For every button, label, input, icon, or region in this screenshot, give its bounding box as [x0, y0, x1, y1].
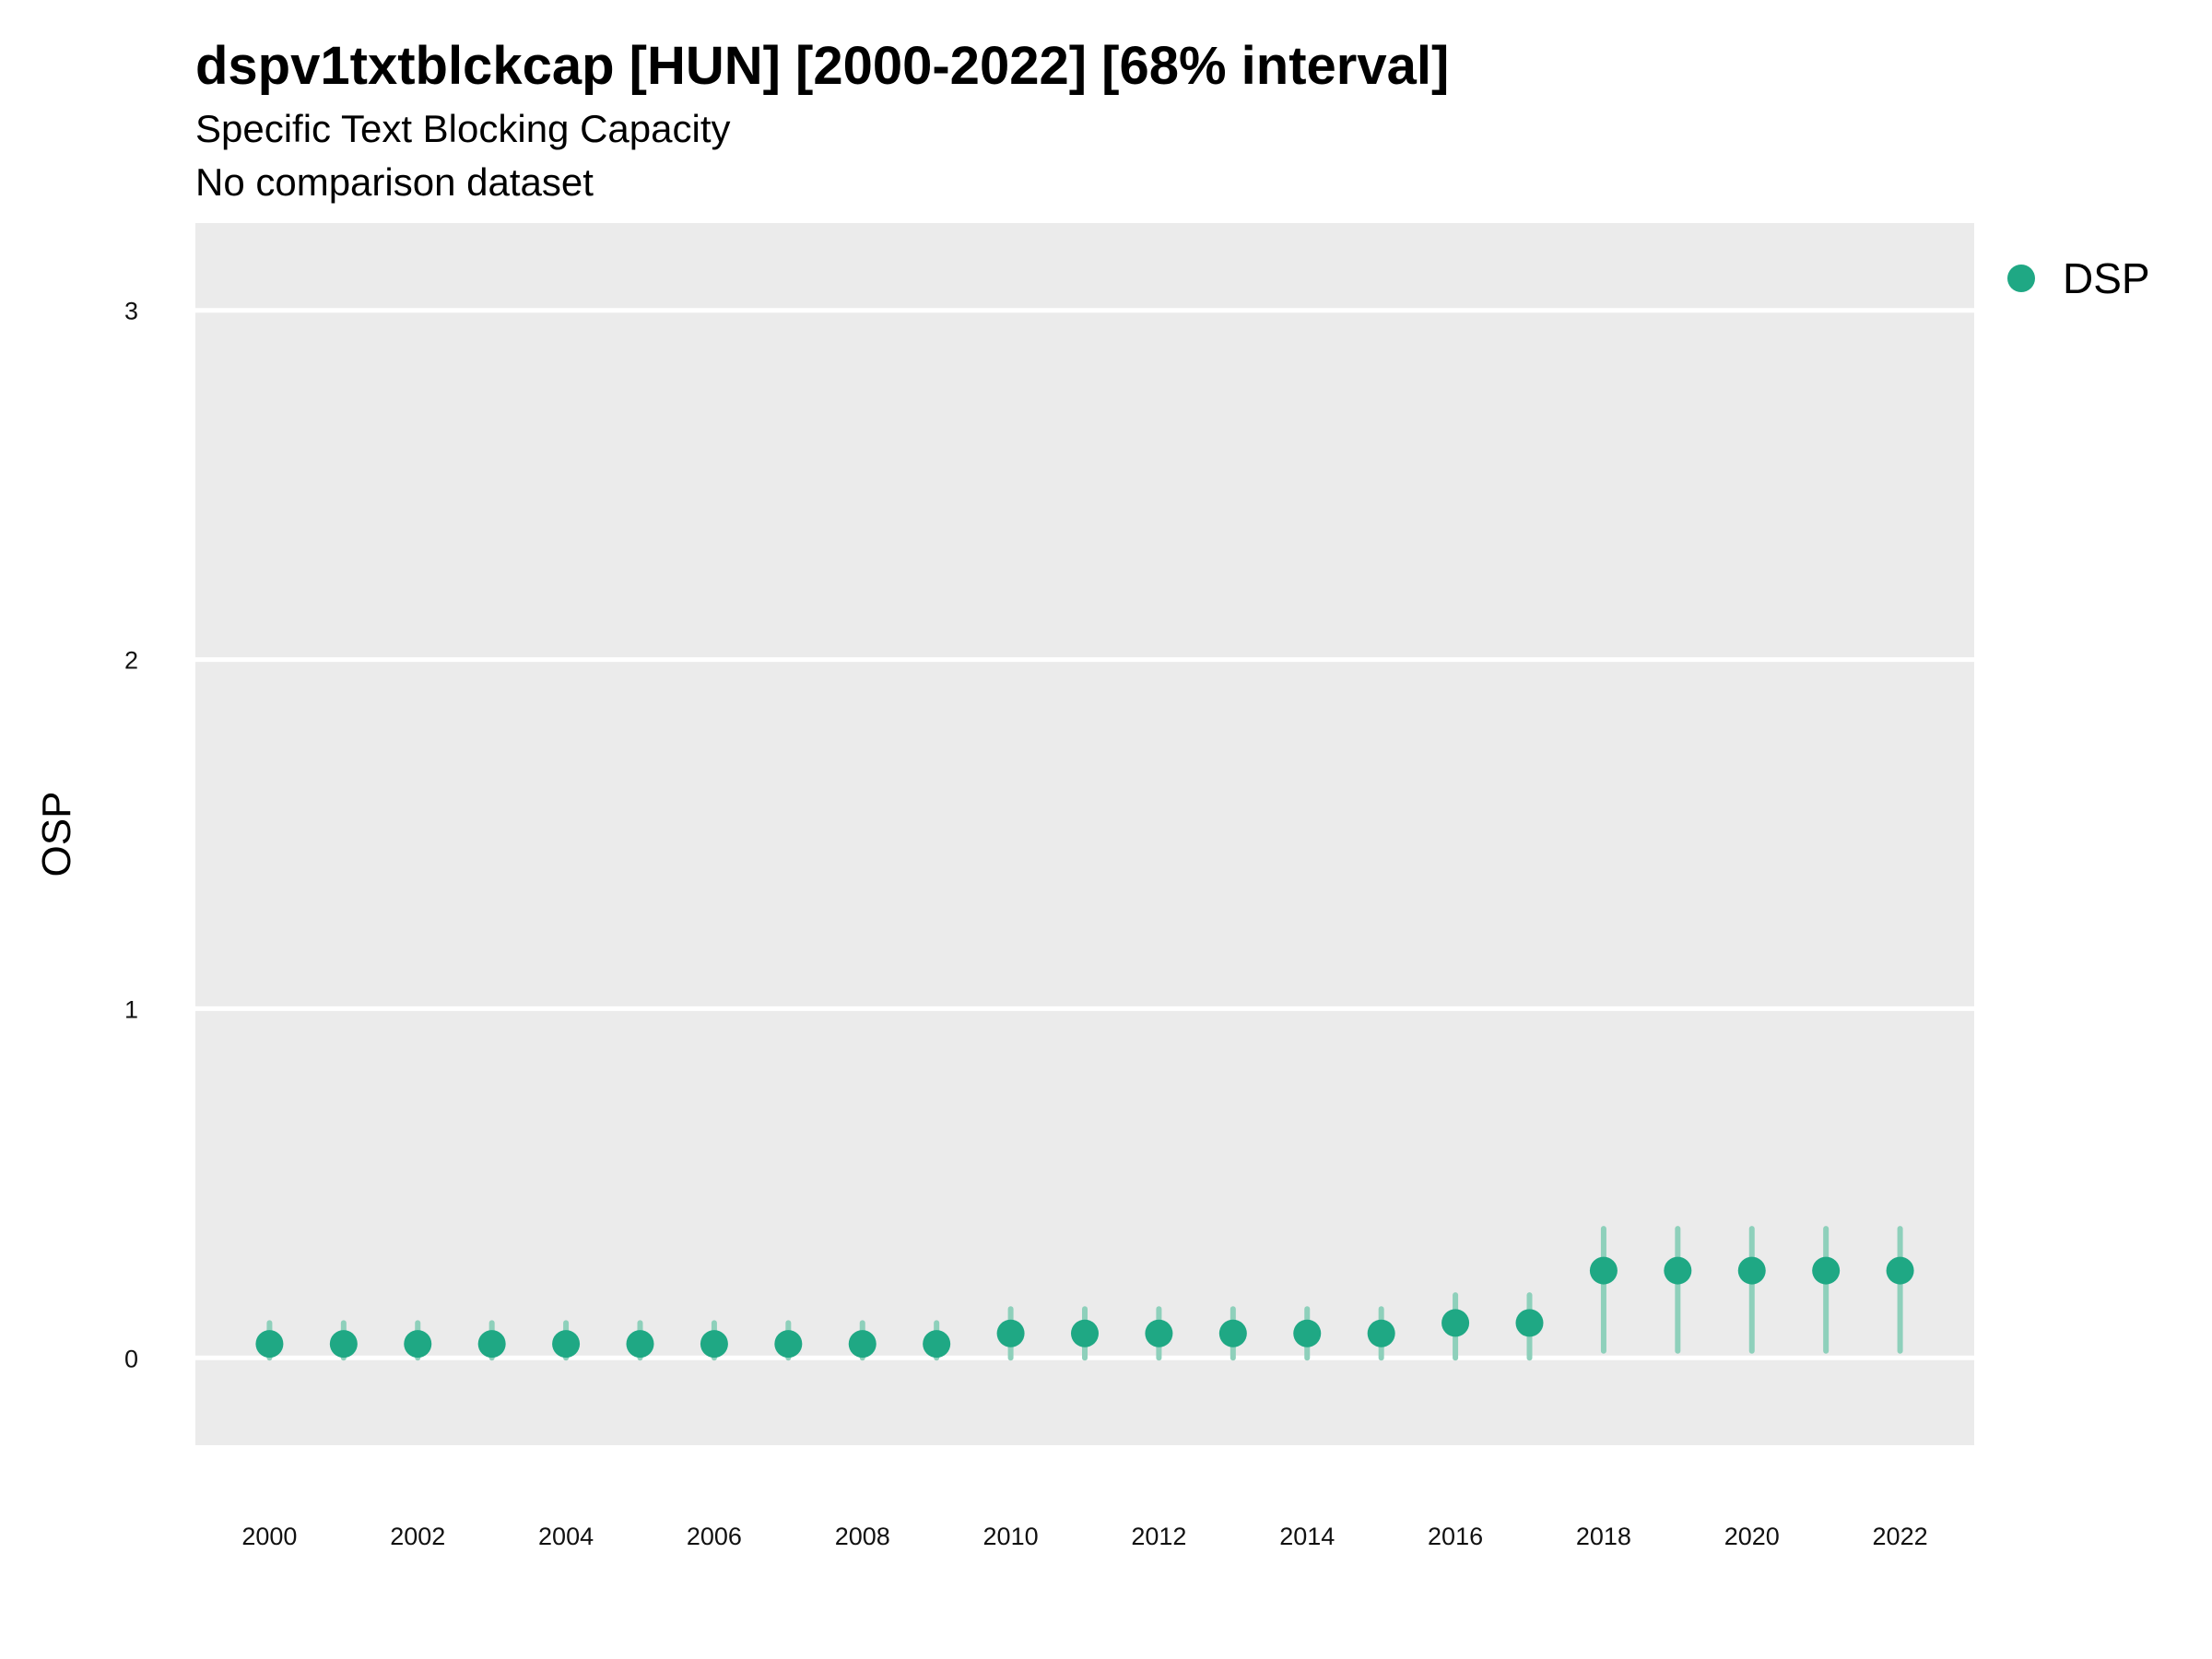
x-tick-label: 2022 — [1873, 1523, 1928, 1550]
data-point — [1367, 1319, 1395, 1347]
x-tick-label: 2008 — [835, 1523, 890, 1550]
data-point — [477, 1330, 506, 1359]
chart-subtitle: Specific Text Blocking Capacity — [195, 107, 731, 150]
x-tick-label: 2016 — [1428, 1523, 1483, 1550]
x-tick-label: 2006 — [687, 1523, 742, 1550]
data-point — [774, 1330, 803, 1359]
data-point — [404, 1330, 432, 1359]
data-point — [1886, 1256, 1914, 1285]
data-point — [255, 1330, 284, 1359]
data-point — [700, 1330, 728, 1359]
data-point — [1812, 1256, 1841, 1285]
y-tick-labels: 0 1 2 3 — [124, 298, 138, 1373]
y-tick-label: 1 — [124, 995, 138, 1023]
chart-title: dspv1txtblckcap [HUN] [2000-2022] [68% i… — [195, 36, 1450, 96]
data-point — [1293, 1319, 1322, 1347]
data-point — [626, 1330, 654, 1359]
chart-caption: No comparison dataset — [195, 160, 594, 204]
y-tick-label: 2 — [124, 647, 138, 675]
data-point — [996, 1319, 1025, 1347]
data-point — [329, 1330, 358, 1359]
x-tick-label: 2002 — [390, 1523, 445, 1550]
x-tick-label: 2014 — [1279, 1523, 1335, 1550]
data-point — [1218, 1319, 1247, 1347]
x-tick-label: 2020 — [1724, 1523, 1780, 1550]
x-tick-label: 2018 — [1576, 1523, 1631, 1550]
x-tick-label: 2012 — [1131, 1523, 1186, 1550]
plot-panel — [195, 223, 1974, 1445]
data-points — [255, 1256, 1914, 1359]
x-tick-label: 2000 — [241, 1523, 297, 1550]
legend-key-dsp — [2007, 265, 2035, 292]
legend: DSP — [2007, 254, 2150, 302]
y-tick-label: 0 — [124, 1345, 138, 1372]
y-tick-label: 3 — [124, 298, 138, 325]
data-point — [552, 1330, 581, 1359]
data-point — [1071, 1319, 1099, 1347]
x-tick-label: 2010 — [983, 1523, 1039, 1550]
data-point — [1589, 1256, 1618, 1285]
y-axis-title: OSP — [34, 792, 79, 877]
x-tick-label: 2004 — [538, 1523, 594, 1550]
data-point — [923, 1330, 951, 1359]
data-point — [1664, 1256, 1692, 1285]
x-tick-labels: 2000 2002 2004 2006 2008 2010 2012 2014 2016 2018… — [241, 1523, 1927, 1550]
data-point — [1441, 1309, 1470, 1337]
legend-label-dsp: DSP — [2063, 254, 2150, 302]
data-point — [1515, 1309, 1544, 1337]
data-point — [1737, 1256, 1766, 1285]
data-point — [848, 1330, 877, 1359]
data-point — [1145, 1319, 1173, 1347]
